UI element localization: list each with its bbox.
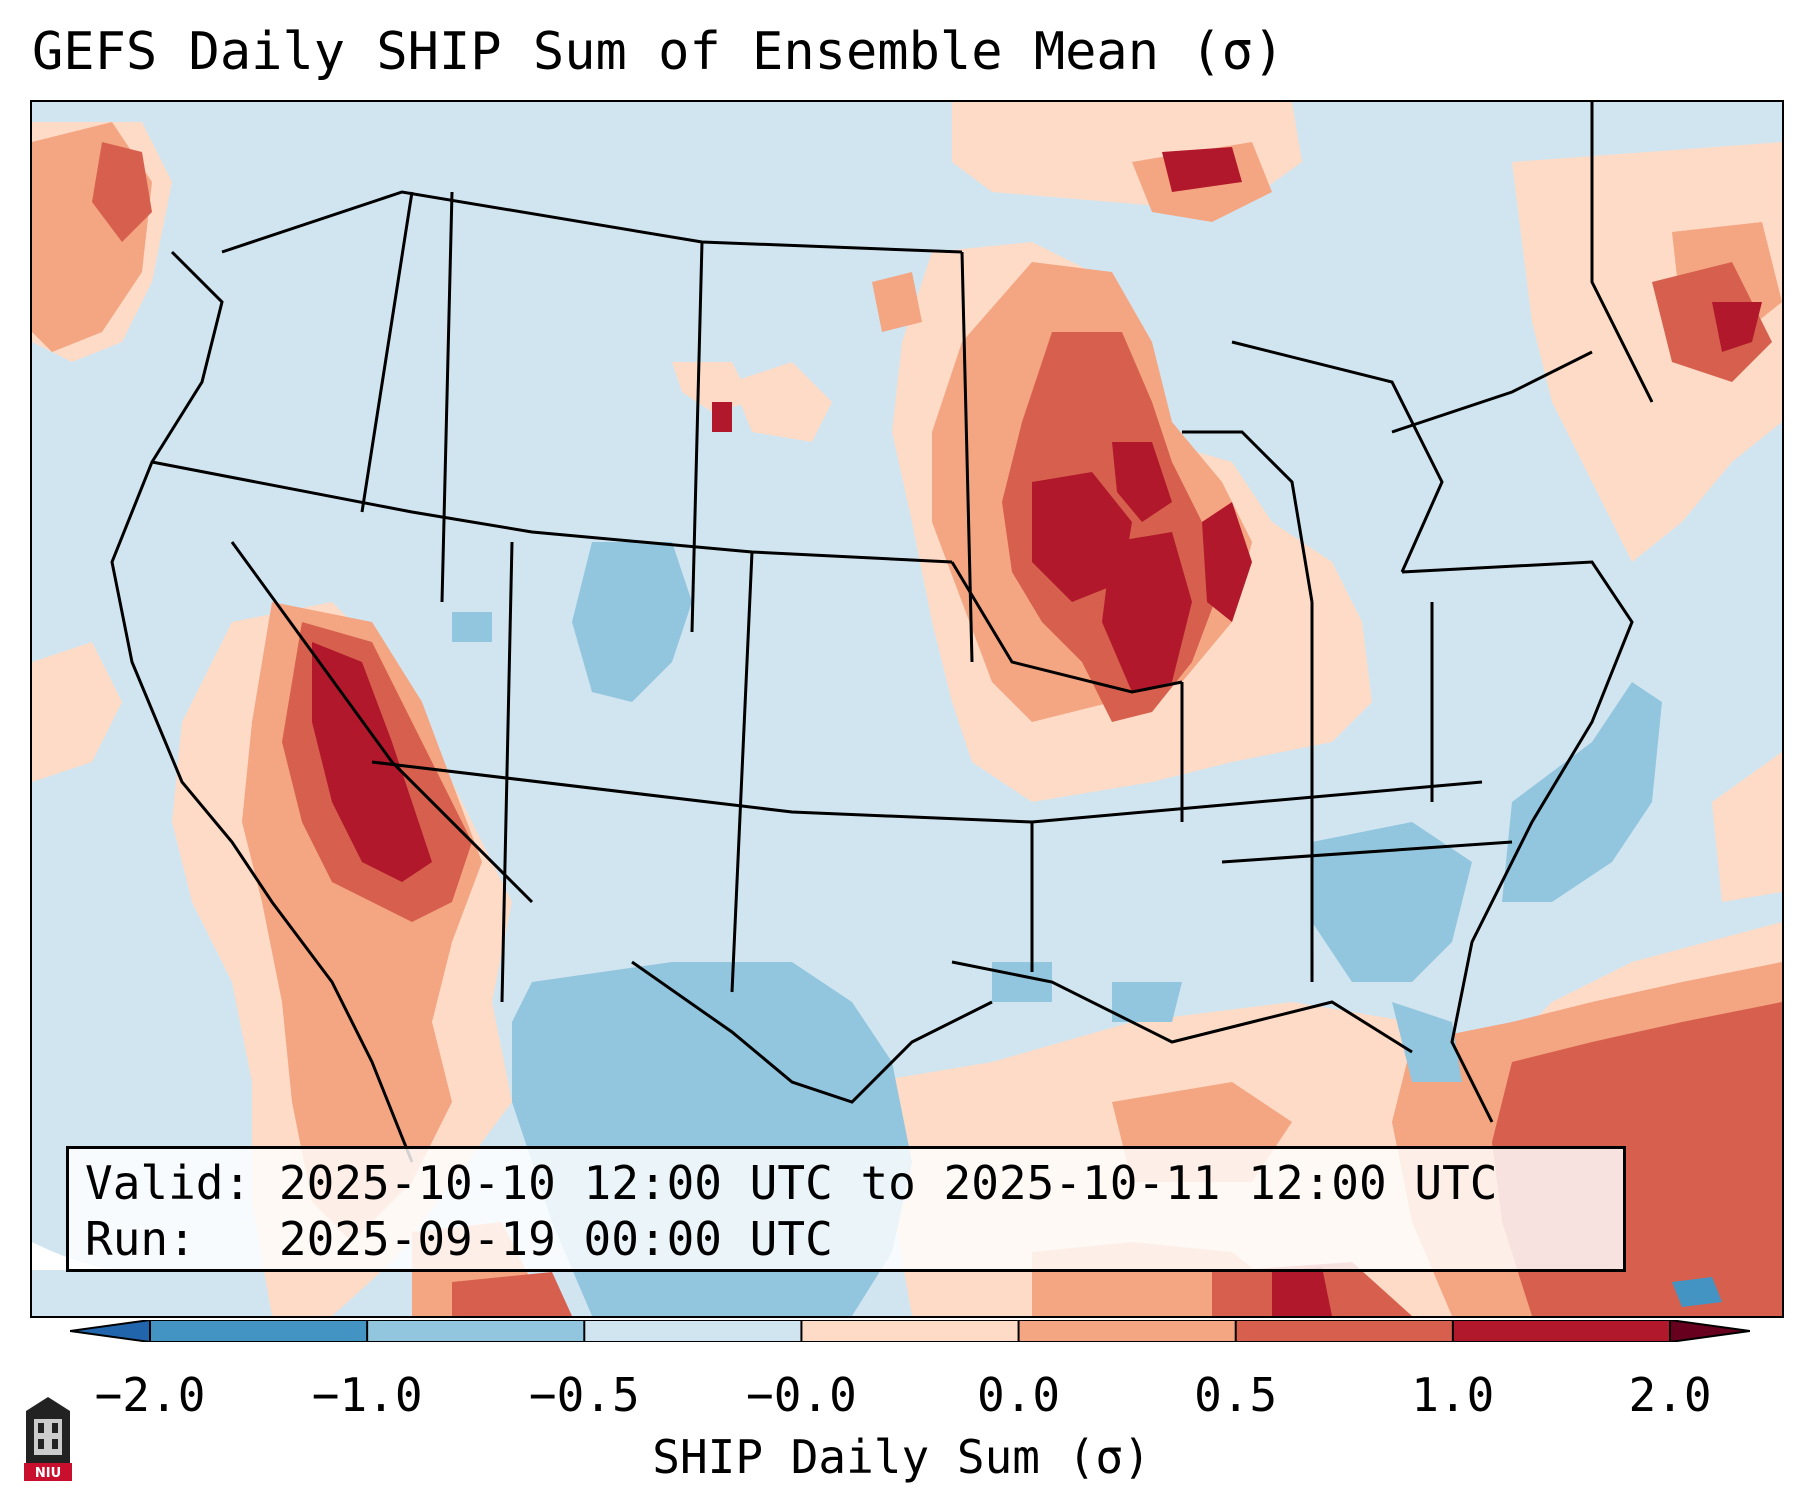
valid-value: 2025-10-10 12:00 UTC to 2025-10-11 12:00… bbox=[278, 1156, 1498, 1210]
colorbar-segment bbox=[801, 1320, 1020, 1342]
colorbar-tick-label: −0.0 bbox=[746, 1368, 857, 1422]
colorbar bbox=[70, 1320, 1750, 1342]
colorbar-under-arrow bbox=[70, 1320, 151, 1342]
colorbar-over-arrow bbox=[1669, 1320, 1750, 1342]
run-row: Run: 2025-09-19 00:00 UTC bbox=[85, 1211, 1607, 1267]
colorbar-segment bbox=[584, 1320, 802, 1342]
colorbar-segment bbox=[1018, 1320, 1237, 1342]
colorbar-segment bbox=[1235, 1320, 1454, 1342]
valid-info-box: Valid: 2025-10-10 12:00 UTC to 2025-10-1… bbox=[66, 1146, 1626, 1272]
state-boundaries bbox=[110, 102, 1654, 1163]
logo-text: NIU bbox=[35, 1466, 61, 1481]
colorbar-segment bbox=[150, 1320, 368, 1342]
colorbar-tick-label: 2.0 bbox=[1628, 1368, 1712, 1422]
run-label: Run: bbox=[85, 1212, 196, 1266]
colorbar-tick-label: −2.0 bbox=[94, 1368, 206, 1422]
colorbar-tick-label: 1.0 bbox=[1411, 1368, 1495, 1422]
colorbar-tick-label: −0.5 bbox=[528, 1368, 640, 1422]
map-panel[interactable] bbox=[30, 100, 1784, 1318]
run-value: 2025-09-19 00:00 UTC bbox=[278, 1212, 833, 1266]
map-svg bbox=[32, 102, 1782, 1316]
colorbar-segment bbox=[1452, 1320, 1671, 1342]
colorbar-tick-label: −1.0 bbox=[311, 1368, 423, 1422]
colorbar-tick-label: 0.0 bbox=[977, 1368, 1061, 1422]
colorbar-label: SHIP Daily Sum (σ) bbox=[652, 1430, 1151, 1484]
colorbar-segment bbox=[367, 1320, 585, 1342]
colorbar-segments bbox=[150, 1320, 1671, 1342]
colorbar-tick-label: 0.5 bbox=[1194, 1368, 1278, 1422]
valid-label: Valid: bbox=[85, 1156, 252, 1210]
valid-row: Valid: 2025-10-10 12:00 UTC to 2025-10-1… bbox=[85, 1155, 1607, 1211]
anomaly-negative-strong bbox=[1672, 1277, 1722, 1307]
map-title: GEFS Daily SHIP Sum of Ensemble Mean (σ) bbox=[32, 22, 1285, 82]
colorbar-ticks bbox=[70, 1320, 1750, 1342]
niu-logo-icon: NIU bbox=[24, 1397, 72, 1481]
